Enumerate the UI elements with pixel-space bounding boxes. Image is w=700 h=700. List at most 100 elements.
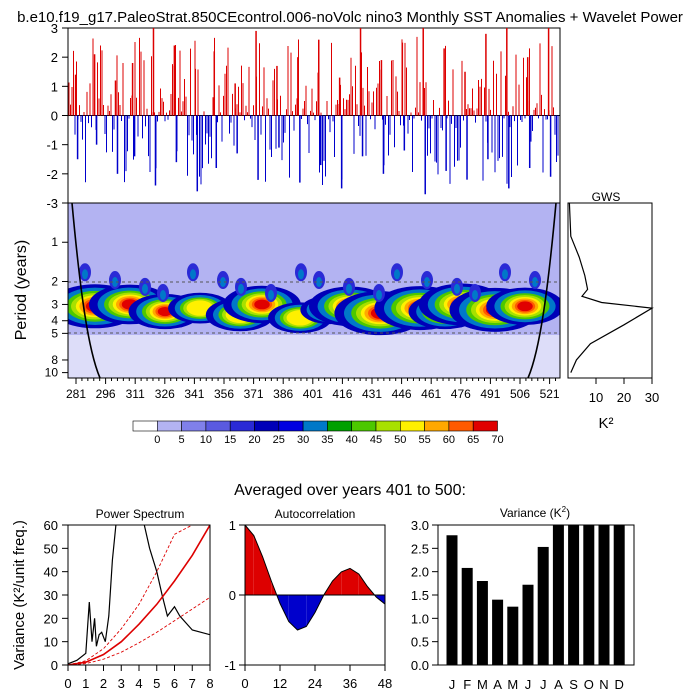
wavelet-power-chart: Period (years) 1 2 3 45 810 281 296 311 326 341 3… <box>13 202 561 401</box>
autocorrelation-x-tick-label: 0 <box>241 676 248 691</box>
power-spectrum-red-noise-line <box>68 525 210 665</box>
variance-bar <box>446 535 458 665</box>
wavelet-x-tick-label: 296 <box>96 387 116 401</box>
variance-y-tick-label: 3.0 <box>411 518 429 533</box>
autocorrelation-fill <box>253 535 263 595</box>
colorbar-swatch <box>157 420 182 432</box>
autocorrelation-fill <box>245 525 254 595</box>
colorbar-swatch <box>399 420 425 432</box>
power-spectrum-line <box>68 525 117 665</box>
power-spectrum-x-tick-label: 1 <box>82 676 89 691</box>
colorbar-swatch <box>229 420 255 432</box>
colorbar-label: 60 <box>443 434 455 446</box>
variance-y-tick-label: 1.0 <box>411 611 429 626</box>
variance-month-label: D <box>615 677 624 692</box>
autocorrelation-y-tick-label: 1 <box>229 518 236 533</box>
variance-bars <box>446 525 625 665</box>
variance-bar <box>492 599 504 665</box>
sst-y-tick-label: -3 <box>46 196 58 211</box>
wavelet-x-tick-label: 356 <box>214 387 234 401</box>
wavelet-y-tick-label: 4 <box>51 314 58 328</box>
wavelet-x-tick-label: 371 <box>244 387 264 401</box>
variance-month-label: S <box>569 677 578 692</box>
power-spectrum-y-tick-label: 60 <box>44 518 58 533</box>
variance-month-label: J <box>540 677 547 692</box>
wavelet-x-tick-label: 446 <box>392 387 412 401</box>
sst-y-tick-label: -2 <box>46 167 58 182</box>
colorbar-swatch <box>302 420 328 432</box>
colorbar-swatch <box>472 420 498 432</box>
wavelet-power-region <box>424 277 430 288</box>
power-spectrum-lines <box>68 525 210 665</box>
autocorrelation-axes: 0 12 24 36 48 1 0 -1 <box>224 518 392 691</box>
wavelet-power-region <box>472 289 478 300</box>
wavelet-power-region <box>394 269 400 280</box>
variance-bar <box>507 606 519 665</box>
wavelet-y-tick-label: 8 <box>51 353 58 367</box>
wavelet-y-tick-label: 2 <box>51 274 58 288</box>
wavelet-plot-frame <box>67 202 561 379</box>
gws-x-tick-label: 10 <box>589 390 603 405</box>
colorbar-label: 20 <box>248 434 260 446</box>
power-spectrum-y-tick-label: 40 <box>44 565 58 580</box>
autocorrelation-fill <box>332 571 342 595</box>
autocorrelation-fill <box>306 595 315 627</box>
autocorrelation-fill <box>262 556 272 595</box>
power-spectrum-y-tick-label: 30 <box>44 588 58 603</box>
variance-y-tick-label: 2.0 <box>411 565 429 580</box>
wavelet-power-region <box>268 289 274 300</box>
wavelet-x-tick-label: 491 <box>480 387 500 401</box>
variance-bar <box>461 567 473 665</box>
autocorrelation-fill <box>358 574 368 595</box>
power-spectrum-x-tick-label: 6 <box>171 676 178 691</box>
autocorrelation-fill <box>280 595 289 622</box>
wavelet-power-region <box>517 301 533 312</box>
colorbar-swatch <box>351 420 377 432</box>
colorbar-label: 50 <box>394 434 406 446</box>
power-spectrum-x-tick-label: 7 <box>189 676 196 691</box>
wavelet-power-region <box>454 283 460 294</box>
variance-month-label: J <box>449 677 456 692</box>
variance-bar <box>537 546 549 665</box>
power-spectrum-y-tick-label: 20 <box>44 611 58 626</box>
power-spectrum-y-tick-label: 0 <box>51 658 58 673</box>
wavelet-x-tick-label: 476 <box>451 387 471 401</box>
variance-month-label: M <box>507 677 518 692</box>
autocorrelation-chart: Autocorrelation 0 12 24 36 48 1 0 -1 <box>224 507 392 691</box>
colorbar-swatch <box>181 420 207 432</box>
gws-x-tick-label: 20 <box>617 390 631 405</box>
power-spectrum-y-tick-label: 50 <box>44 541 58 556</box>
variance-bar <box>613 525 625 665</box>
wavelet-y-tick-label: 5 <box>51 326 58 340</box>
wavelet-x-tick-label: 431 <box>362 387 382 401</box>
power-spectrum-y-label: Variance (K²/unit freq.) <box>11 520 28 670</box>
power-spectrum-x-tick-label: 3 <box>118 676 125 691</box>
power-spectrum-x-tick-label: 8 <box>206 676 213 691</box>
gws-chart: GWS 10 20 30 K² <box>567 190 659 432</box>
variance-y-tick-label: 0.5 <box>411 635 429 650</box>
autocorrelation-line <box>244 524 386 631</box>
sst-y-tick-label: 3 <box>51 21 58 36</box>
variance-y-tick-label: 2.5 <box>411 541 429 556</box>
wavelet-power-blobs <box>68 263 560 336</box>
wavelet-power-region <box>502 269 508 280</box>
wavelet-power-region <box>532 277 538 288</box>
wavelet-x-axis: 281 296 311 326 341 356 371 386 401 416 431 446 461 4… <box>66 378 560 401</box>
power-spectrum-red-noise-line <box>68 525 210 665</box>
sst-y-tick-label: 2 <box>51 50 58 65</box>
wavelet-low-band <box>68 335 560 378</box>
variance-month-label: J <box>525 677 532 692</box>
wavelet-power-region <box>190 269 196 280</box>
colorbar-label: 55 <box>418 434 430 446</box>
autocorrelation-fill <box>288 595 298 630</box>
colorbar-label: 5 <box>179 434 185 446</box>
wavelet-y-axis: 1 2 3 45 810 <box>45 235 68 380</box>
wavelet-power-region <box>346 283 352 294</box>
power-spectrum-frame <box>67 524 211 666</box>
colorbar-swatch <box>254 420 280 432</box>
wavelet-x-tick-label: 341 <box>184 387 204 401</box>
monthly-variance-chart: Variance (K2) J F M A M J J A S O N D3.02.52.01.51.… <box>411 505 635 692</box>
